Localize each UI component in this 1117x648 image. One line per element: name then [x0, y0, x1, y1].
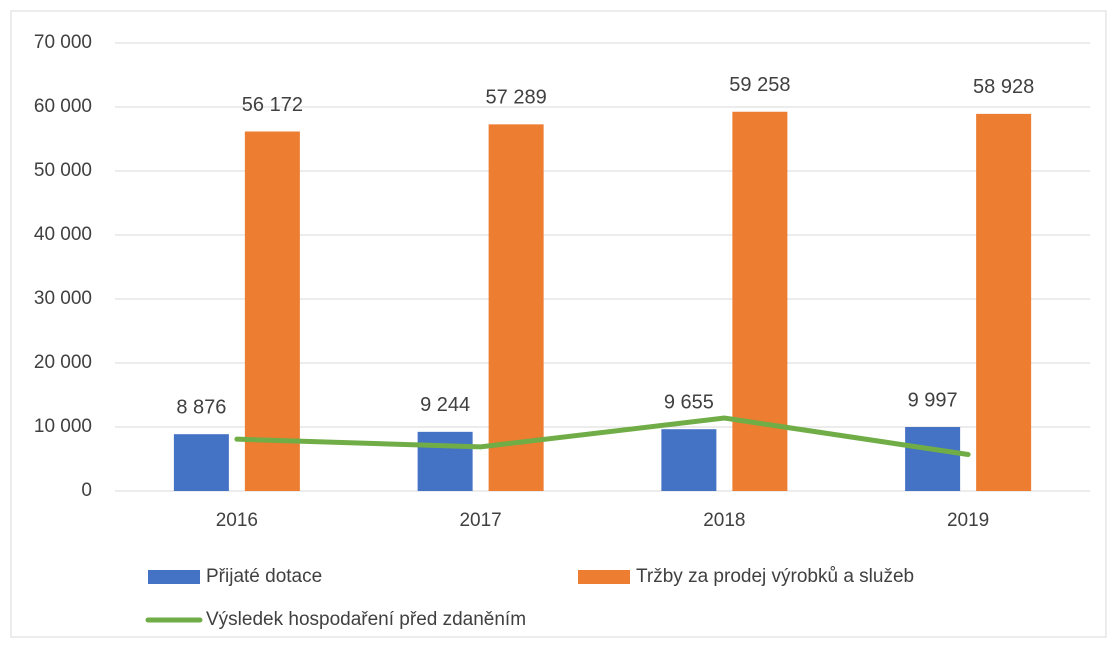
- bar: [732, 111, 788, 491]
- data-label: 9 244: [420, 394, 470, 416]
- bar: [417, 431, 473, 491]
- x-tick-label: 2016: [216, 510, 258, 531]
- data-label: 56 172: [242, 94, 303, 116]
- legend-label: Tržby za prodej výrobků a služeb: [636, 566, 914, 587]
- y-tick-label: 40 000: [34, 224, 92, 245]
- y-tick-label: 30 000: [34, 288, 92, 309]
- data-label: 9 655: [664, 391, 714, 413]
- bar: [173, 434, 229, 491]
- line: [234, 415, 971, 458]
- y-tick-label: 70 000: [34, 32, 92, 53]
- chart-border: [10, 10, 1107, 638]
- bar: [661, 429, 717, 491]
- legend-swatch: [578, 570, 630, 584]
- y-tick-label: 10 000: [34, 416, 92, 437]
- y-tick-label: 20 000: [34, 352, 92, 373]
- legend-swatch: [148, 570, 200, 584]
- data-label: 8 876: [176, 396, 226, 418]
- y-tick-label: 0: [81, 480, 92, 501]
- x-tick-label: 2019: [947, 510, 989, 531]
- y-tick-label: 60 000: [34, 96, 92, 117]
- x-tick-label: 2017: [459, 510, 501, 531]
- bar: [244, 131, 300, 491]
- data-label: 58 928: [973, 76, 1034, 98]
- data-label: 59 258: [729, 74, 790, 96]
- data-label: 57 289: [486, 87, 547, 109]
- legend-label: Přijaté dotace: [206, 566, 322, 587]
- bar: [488, 124, 544, 491]
- legend-label: Výsledek hospodaření před zdaněním: [206, 609, 526, 630]
- y-tick-label: 50 000: [34, 160, 92, 181]
- x-tick-label: 2018: [703, 510, 745, 531]
- bar: [905, 427, 961, 491]
- bar: [976, 113, 1032, 491]
- data-label: 9 997: [908, 389, 958, 411]
